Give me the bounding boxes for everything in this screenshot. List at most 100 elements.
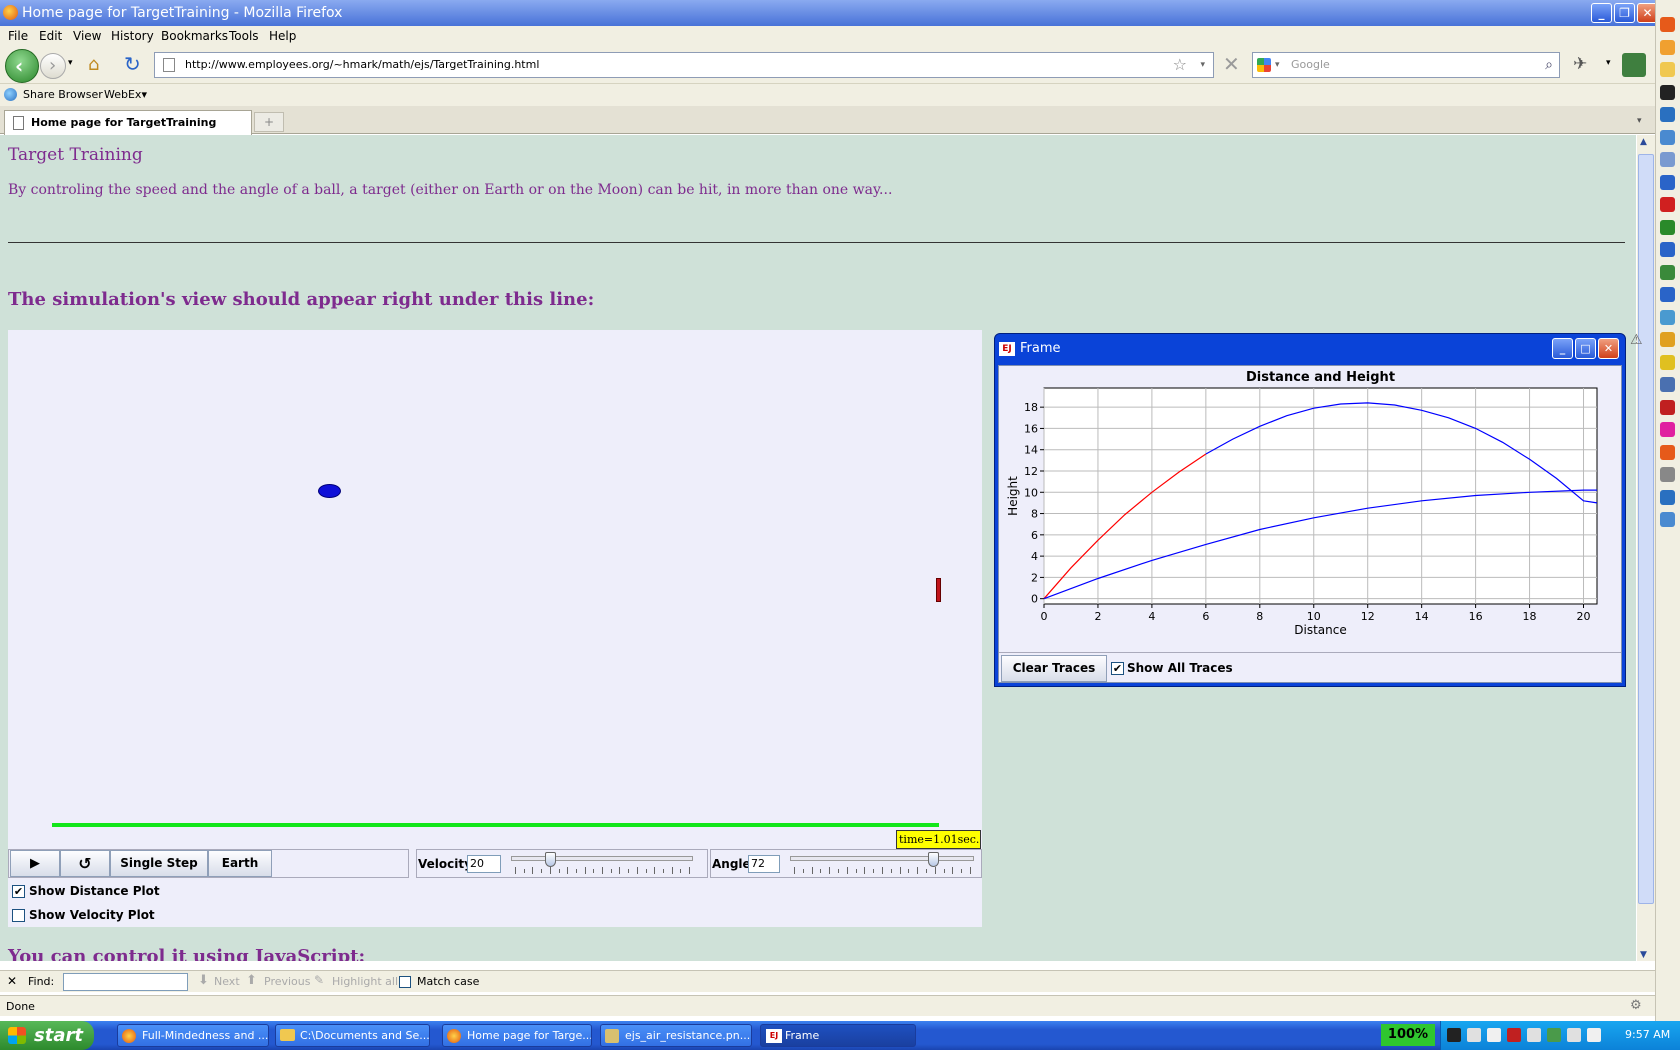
sidebar-tool-icon[interactable] [1660, 84, 1675, 100]
new-tab-button[interactable]: + [254, 112, 284, 132]
taskbar-item-frame[interactable]: EJ Frame [760, 1024, 916, 1047]
slider-tick [532, 867, 534, 874]
close-find-icon[interactable]: ✕ [7, 974, 18, 988]
sidebar-tool-icon[interactable] [1660, 489, 1675, 505]
sidebar-tool-icon[interactable] [1660, 287, 1675, 302]
sidebar-tool-icon[interactable] [1660, 467, 1675, 482]
frame-minimize-button[interactable]: _ [1552, 338, 1573, 359]
sidebar-tool-icon[interactable] [1660, 242, 1675, 257]
sidebar-tool-icon[interactable] [1660, 377, 1675, 392]
scroll-up-icon[interactable]: ▲ [1640, 137, 1647, 147]
tab-list-dropdown-icon[interactable]: ▾ [1637, 116, 1642, 126]
bookmark-star-icon[interactable]: ☆ [1172, 55, 1187, 74]
menu-file[interactable]: File [8, 29, 29, 43]
menu-bookmarks[interactable]: Bookmarks [161, 29, 229, 43]
url-dropdown-icon[interactable]: ▾ [1200, 60, 1205, 70]
history-dropdown-icon[interactable]: ▾ [68, 58, 73, 68]
sidebar-tool-icon[interactable] [1660, 17, 1675, 32]
taskbar-item-firefox-2[interactable]: Home page for Targe... [442, 1024, 592, 1047]
sidebar-tool-icon[interactable] [1660, 264, 1675, 280]
menu-view[interactable]: View [73, 29, 102, 43]
tray-icon[interactable] [1467, 1028, 1481, 1042]
sidebar-tool-icon[interactable] [1660, 107, 1675, 122]
webex-bookmark[interactable]: WebEx▾ [104, 88, 147, 101]
addon-dropdown-icon[interactable]: ▾ [1606, 58, 1611, 68]
frame-maximize-button[interactable]: □ [1575, 338, 1596, 359]
taskbar-item-label: Home page for Targe... [467, 1029, 592, 1042]
minimize-button[interactable]: _ [1591, 3, 1612, 23]
stop-icon[interactable]: ✕ [1223, 52, 1240, 76]
sidebar-tool-icon[interactable] [1660, 174, 1675, 190]
sidebar-tool-icon[interactable] [1660, 219, 1675, 235]
tray-icon[interactable] [1487, 1028, 1501, 1042]
ball[interactable] [318, 484, 341, 498]
scrollbar-thumb[interactable] [1638, 154, 1654, 904]
show-all-traces-checkbox[interactable]: ✔ [1111, 662, 1124, 675]
reset-button[interactable]: ↺ [60, 850, 110, 877]
sidebar-tool-icon[interactable] [1660, 422, 1675, 437]
taskbar-item-image[interactable]: ejs_air_resistance.pn... [600, 1024, 752, 1047]
zoom-indicator[interactable]: 100% [1381, 1024, 1435, 1046]
addon-icon[interactable]: ✈ [1573, 54, 1588, 74]
share-browser-bookmark[interactable]: Share Browser [23, 88, 103, 101]
sidebar-tool-icon[interactable] [1660, 399, 1675, 415]
taskbar-item-firefox-1[interactable]: Full-Mindedness and ... [117, 1024, 269, 1047]
tray-icon[interactable] [1547, 1028, 1561, 1042]
scroll-down-icon[interactable]: ▼ [1640, 950, 1647, 960]
tray-icon[interactable] [1567, 1028, 1581, 1042]
angle-label: Angle: [712, 857, 756, 871]
frame-close-button[interactable]: ✕ [1598, 338, 1619, 359]
single-step-button[interactable]: Single Step [110, 850, 208, 877]
clear-traces-button[interactable]: Clear Traces [1001, 655, 1107, 682]
taskbar-item-explorer[interactable]: C:\Documents and Se... [275, 1024, 430, 1047]
show-distance-plot-checkbox[interactable]: ✔ [12, 885, 25, 898]
play-button[interactable]: ▶ [10, 850, 60, 877]
search-icon[interactable]: ⌕ [1545, 57, 1553, 73]
addon-button-icon[interactable] [1622, 53, 1646, 77]
find-previous-button[interactable]: Previous [264, 975, 311, 988]
reload-icon[interactable]: ↻ [124, 52, 141, 76]
sidebar-tool-icon[interactable] [1660, 39, 1675, 55]
angle-slider-track[interactable] [790, 856, 974, 861]
menu-edit[interactable]: Edit [39, 29, 63, 43]
slider-tick [680, 869, 682, 873]
tray-icon[interactable] [1587, 1028, 1601, 1042]
sidebar-tool-icon[interactable] [1660, 62, 1675, 77]
sidebar-tool-icon[interactable] [1660, 152, 1675, 167]
back-button[interactable]: ‹ [5, 49, 39, 83]
slider-tick [970, 867, 971, 874]
velocity-field[interactable]: 20 [467, 855, 501, 873]
find-input[interactable] [63, 973, 188, 991]
tab-target-training[interactable]: Home page for TargetTraining [4, 110, 252, 135]
sidebar-tool-icon[interactable] [1660, 512, 1675, 527]
url-bar[interactable]: http://www.employees.org/~hmark/math/ejs… [154, 52, 1214, 78]
earth-button[interactable]: Earth [208, 850, 272, 877]
show-velocity-plot-checkbox[interactable] [12, 909, 25, 922]
tray-icon[interactable] [1527, 1028, 1541, 1042]
sidebar-tool-icon[interactable] [1660, 197, 1675, 212]
start-button[interactable]: start [0, 1021, 94, 1050]
angle-field[interactable]: 72 [748, 855, 780, 873]
search-engine-dropdown-icon[interactable]: ▾ [1275, 60, 1280, 70]
sidebar-tool-icon[interactable] [1660, 354, 1675, 370]
restore-button[interactable]: ❐ [1614, 3, 1635, 23]
highlight-all-button[interactable]: Highlight all [332, 975, 399, 988]
sidebar-tool-icon[interactable] [1660, 444, 1675, 460]
sidebar-tool-icon[interactable] [1660, 129, 1675, 145]
home-icon[interactable]: ⌂ [88, 54, 100, 75]
sidebar-tool-icon[interactable] [1660, 309, 1675, 325]
menu-help[interactable]: Help [269, 29, 297, 43]
find-next-button[interactable]: Next [214, 975, 240, 988]
velocity-slider-knob[interactable] [545, 852, 557, 867]
forward-button[interactable]: › [40, 53, 66, 79]
angle-slider-knob[interactable] [928, 852, 940, 867]
simulation-view[interactable] [8, 330, 982, 927]
menu-tools[interactable]: Tools [229, 29, 259, 43]
search-input[interactable]: ▾ Google ⌕ [1252, 52, 1560, 78]
match-case-checkbox[interactable] [399, 976, 411, 988]
velocity-slider-track[interactable] [511, 856, 693, 861]
tray-icon[interactable] [1447, 1028, 1461, 1042]
sidebar-tool-icon[interactable] [1660, 332, 1675, 347]
menu-history[interactable]: History [111, 29, 154, 43]
tray-icon[interactable] [1507, 1028, 1521, 1042]
